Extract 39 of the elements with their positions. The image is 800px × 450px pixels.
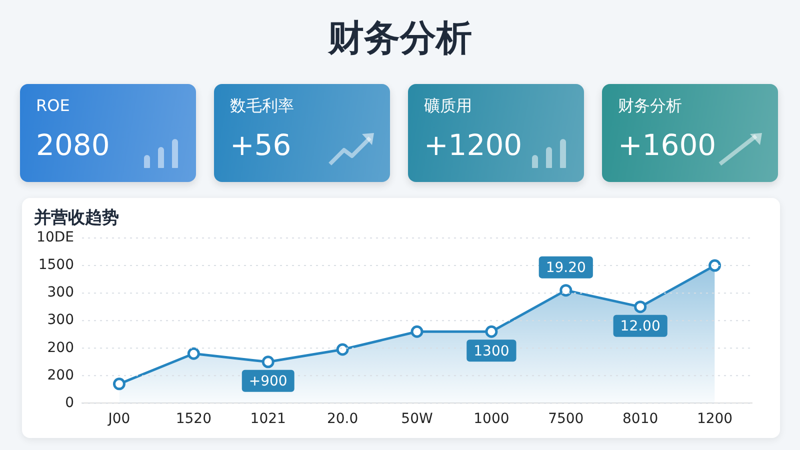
text: 200 [47, 367, 74, 384]
category-label: 数毛利率 [230, 96, 294, 117]
point [187, 347, 200, 360]
annotation: +900 [248, 374, 288, 390]
x-tick-label: 20.0 [326, 411, 358, 428]
text: +1200 [424, 128, 522, 162]
text: 2080 [36, 128, 110, 162]
annotation: 12.00 [620, 318, 660, 334]
x-tick-label: 1200 [696, 411, 733, 428]
text: 300 [47, 284, 74, 301]
annotation: 19.20 [546, 260, 586, 276]
category-label: 财务分析 [618, 96, 682, 117]
point [708, 259, 722, 272]
point [410, 325, 424, 338]
text: 1500 [38, 257, 74, 274]
x-tick-label: 8010 [622, 411, 658, 428]
point [112, 378, 126, 390]
x-tick-label: 7500 [548, 411, 584, 428]
text: 300 [47, 312, 74, 328]
x-tick-label: 1021 [250, 411, 286, 428]
text: 财务分析 [326, 17, 473, 61]
point [262, 356, 274, 368]
point [485, 325, 498, 338]
point [560, 284, 572, 297]
text: +1600 [618, 128, 716, 162]
x-tick-label: J00 [107, 411, 130, 428]
chart-title: 并营收趋势 [34, 207, 119, 229]
text: 200 [47, 340, 74, 356]
annotation: 1300 [474, 343, 510, 360]
x-tick-label: 50W [401, 411, 433, 428]
category-label: ROE [36, 96, 70, 115]
point [336, 343, 349, 356]
text: 10DE [36, 230, 74, 246]
text: +56 [230, 128, 292, 162]
point [634, 300, 647, 314]
category-label: 礦质用 [424, 96, 472, 117]
x-tick-label: 1000 [474, 411, 510, 428]
x-tick-label: 1520 [176, 411, 212, 428]
text: 0 [65, 394, 74, 411]
